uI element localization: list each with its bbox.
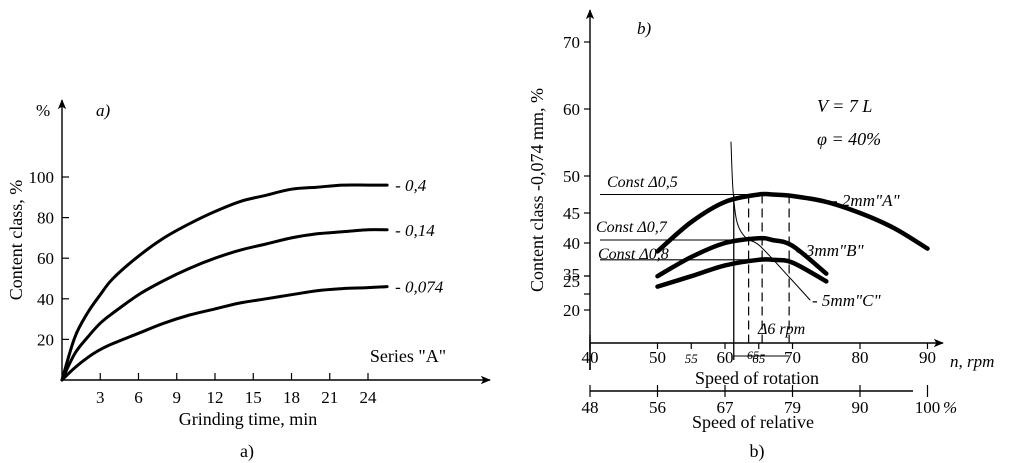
- panel-b-series-line: [655, 257, 829, 289]
- panel-a-x-tick-label: 3: [96, 388, 105, 407]
- panel-b-x-tick-label: 80: [852, 348, 869, 367]
- panel-b-y-tick-label: 35: [563, 265, 580, 284]
- panel-a-annotation: Series "A": [370, 346, 446, 366]
- panel-b-ref-label: Const Δ0,8: [598, 246, 669, 263]
- panel-a-y-tick-label: 20: [37, 330, 54, 349]
- panel-b-y-tick-label: 25: [563, 272, 580, 291]
- panel-b-annotation-volume: V = 7 L: [817, 96, 872, 116]
- panel-b-y-tick-label: 70: [563, 33, 580, 52]
- panel-a-y-tick-label: 100: [29, 168, 55, 187]
- panel-b-x-tick-label: 50: [649, 348, 666, 367]
- panel-b-x2-tick-label: 67: [717, 398, 735, 417]
- panel-b-ref-label: Const Δ0,5: [607, 174, 678, 191]
- panel-b-series-label: - 3mm"B": [796, 241, 864, 260]
- panel-a-x-tick-label: 15: [245, 388, 262, 407]
- panel-a-caption: a): [240, 441, 254, 462]
- panel-b-x-tick-label: 65: [752, 351, 766, 366]
- panel-a-series-label: - 0,14: [395, 221, 435, 240]
- panel-a-x-tick-label: 9: [173, 388, 182, 407]
- panel-b-curves: [655, 191, 930, 289]
- panel-b-series-line: [655, 235, 829, 279]
- panel-a-y-ticks: 20 40 60 80 100: [29, 168, 69, 349]
- panel-b-x2-ticks: 48 56 67 79 90 100: [582, 385, 941, 417]
- panel-b-reference-lines: Const Δ0,5 Const Δ0,7 Const Δ0,8: [596, 141, 811, 360]
- panel-a-series-line: [60, 285, 389, 382]
- panel-b-x-unit: n, rpm: [950, 352, 994, 371]
- panel-a-y-tick-label: 80: [37, 209, 54, 228]
- panel-b-tag: b): [637, 19, 652, 38]
- panel-b-x2-tick-label: 48: [582, 398, 599, 417]
- panel-b-y-tick-label: 45: [563, 204, 580, 223]
- panel-b-annotation-phi: φ = 40%: [817, 129, 881, 149]
- panel-b-y-tick-label: 20: [563, 301, 580, 320]
- panel-b-series-label: - 5mm"C": [812, 291, 881, 310]
- panel-b-x-tick-label: 90: [919, 348, 936, 367]
- panel-a-x-ticks: 3 6 9 12 15 18 21 24: [96, 373, 377, 407]
- panel-a-x-tick-label: 18: [283, 388, 300, 407]
- panel-b-x2-tick-label: 79: [784, 398, 801, 417]
- panel-b-x-tick-label: 55: [685, 351, 699, 366]
- panel-a-series-line: [60, 228, 389, 382]
- panel-a-y-unit: %: [36, 101, 50, 120]
- panel-b-x2-tick-label: 56: [649, 398, 666, 417]
- panel-a-curves: [60, 183, 389, 382]
- panel-b-x2-unit: %: [943, 398, 957, 417]
- panel-b-caption: b): [750, 441, 765, 462]
- panel-b-x2-tick-label: 90: [852, 398, 869, 417]
- panel-b-x2-tick-label: 100: [915, 398, 941, 417]
- panel-b-series-label: - 2mm"A": [832, 191, 900, 210]
- panel-a-x-tick-label: 24: [360, 388, 378, 407]
- panel-b-y-tick-label: 40: [563, 234, 580, 253]
- panel-a-y-tick-label: 60: [37, 249, 54, 268]
- panel-a-series-line: [60, 183, 389, 382]
- panel-b-y-tick-label: 60: [563, 100, 580, 119]
- panel-a-y-label: Content class, %: [6, 180, 26, 300]
- panel-b-y-tick-label: 50: [563, 167, 580, 186]
- panel-a-series-label: - 0,074: [395, 278, 444, 297]
- panel-b-x-tick-label: 70: [784, 348, 801, 367]
- panel-a-x-tick-label: 12: [207, 388, 224, 407]
- panel-a-y-tick-label: 40: [37, 290, 54, 309]
- panel-a-x-tick-label: 6: [134, 388, 143, 407]
- panel-b-x-tick-label: 60: [717, 348, 734, 367]
- panel-b-y-label: Content class -0,074 mm, %: [527, 88, 547, 292]
- panel-b-ref-label: Const Δ0,7: [596, 219, 668, 236]
- panel-b-series-labels: - 2mm"A" - 3mm"B" - 5mm"C": [796, 191, 900, 310]
- panel-b-series-line: [655, 191, 930, 254]
- panel-a-x-tick-label: 21: [321, 388, 338, 407]
- panel-a-tag: a): [96, 101, 111, 120]
- panel-b-interval-label: Δ6 rpm: [757, 321, 805, 338]
- panel-b-interval-mark: 65: [747, 348, 759, 362]
- panel-b-x-tick-label: 40: [582, 348, 599, 367]
- panel-b-guide-curve: [730, 141, 811, 301]
- panel-b-x-label: Speed of rotation: [695, 368, 819, 388]
- panel-b-x-ticks: 40 50 55 60 65 70 80 90: [582, 343, 936, 367]
- panel-a-series-labels: - 0,4 - 0,14 - 0,074: [395, 176, 444, 297]
- panel-a-series-label: - 0,4: [395, 176, 427, 195]
- panel-a-x-label: Grinding time, min: [179, 409, 318, 429]
- panel-b-x2-label: Speed of relative: [692, 412, 814, 432]
